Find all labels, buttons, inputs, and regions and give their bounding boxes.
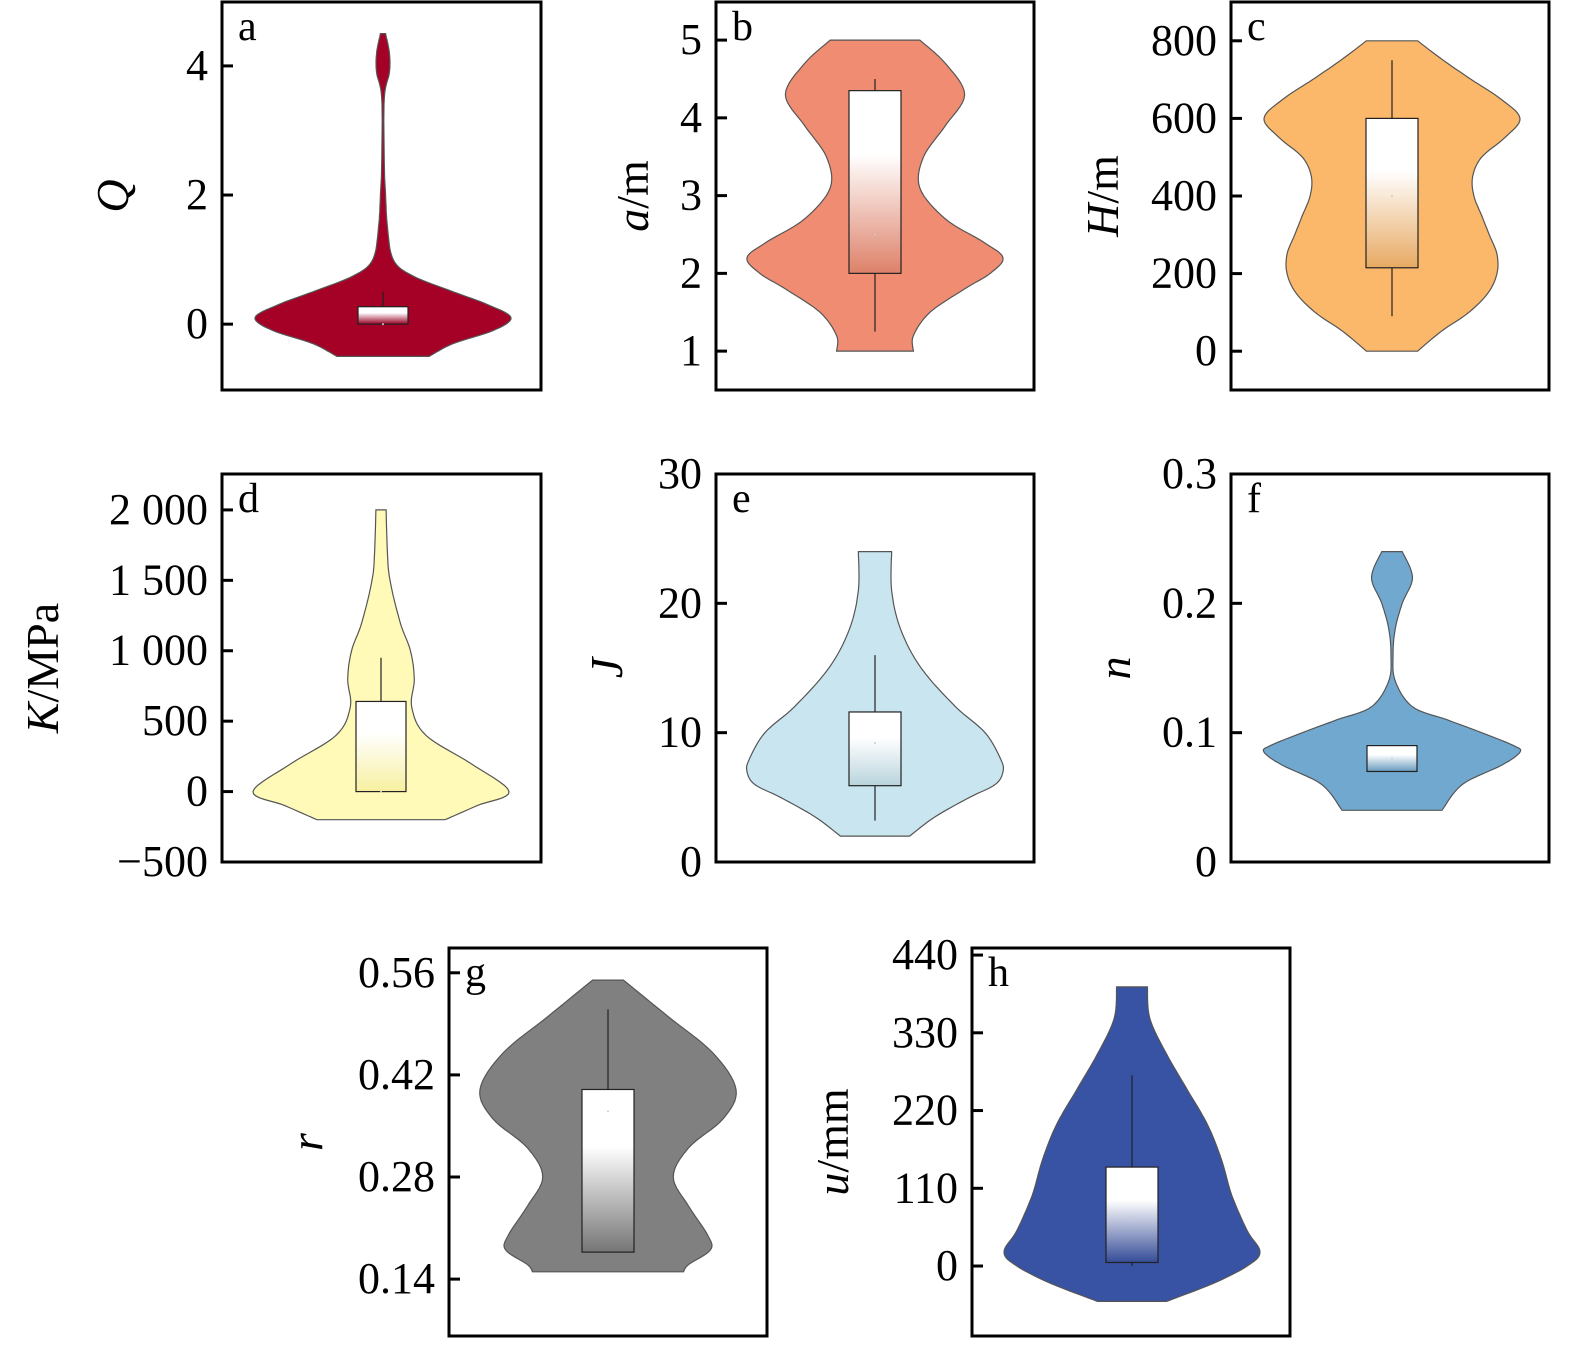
tick-label-c: 400: [1151, 171, 1217, 220]
panel-e: 0 10 20 30 e J: [581, 449, 1036, 886]
median-d: [380, 790, 382, 793]
tick-label-c: 200: [1151, 249, 1217, 298]
panel-a: 0 2 4a Q: [87, 0, 543, 392]
tick-label-d: 1 500: [109, 555, 208, 604]
ylabel-var: n: [1089, 657, 1140, 680]
panel-label-d: d: [238, 476, 259, 522]
ylabel-unit: /m: [1077, 155, 1128, 204]
tick-label-a: 2: [186, 170, 208, 219]
ylabel-a: Q: [87, 179, 138, 212]
tick-label-h: 220: [892, 1086, 958, 1135]
ylabel-e: J: [581, 655, 632, 678]
tick-label-f: 0: [1195, 837, 1217, 886]
tick-label-h: 110: [894, 1163, 958, 1212]
ylabel-var: K: [17, 700, 68, 734]
box-g: [581, 1088, 635, 1253]
median-f: [1391, 757, 1393, 760]
ylabel-var: a: [607, 209, 658, 232]
tick-label-c: 800: [1151, 16, 1217, 65]
tick-label-b: 5: [680, 15, 702, 64]
tick-label-e: 10: [658, 708, 702, 757]
box-e: [848, 711, 902, 787]
panel-label-h: h: [988, 950, 1009, 996]
ylabel-unit: /mm: [807, 1088, 858, 1173]
tick-label-d: −500: [117, 837, 208, 886]
ylabel-var: u: [807, 1173, 858, 1196]
tick-label-a: 0: [186, 299, 208, 348]
ylabel-c: H/m: [1077, 155, 1128, 238]
violin-a: [254, 33, 512, 357]
panel-h: 0 110 220 330 440 h u/mm: [807, 930, 1292, 1338]
ylabel-var: J: [581, 655, 632, 678]
tick-label-d: 1 000: [109, 626, 208, 675]
tick-label-b: 2: [680, 248, 702, 297]
tick-label-b: 3: [680, 171, 702, 220]
tick-label-g: 0.28: [358, 1152, 435, 1201]
tick-label-f: 0.1: [1162, 708, 1217, 757]
ylabel-unit: /m: [607, 160, 658, 209]
tick-label-e: 20: [658, 578, 702, 627]
panel-label-e: e: [732, 476, 751, 522]
panel-label-f: f: [1247, 476, 1261, 522]
axes-frame-f: [1229, 472, 1551, 864]
tick-label-c: 600: [1151, 93, 1217, 142]
panel-b: 1 2 3 4 5 b a/m: [607, 0, 1036, 392]
tick-label-g: 0.56: [358, 948, 435, 997]
panel-label-c: c: [1247, 4, 1266, 50]
tick-label-d: 2 000: [109, 485, 208, 534]
tick-label-g: 0.42: [358, 1050, 435, 1099]
panel-label-a: a: [238, 4, 257, 50]
ylabel-b: a/m: [607, 160, 658, 232]
tick-label-h: 0: [936, 1241, 958, 1290]
tick-label-a: 4: [186, 41, 208, 90]
ylabel-var: Q: [87, 179, 138, 212]
box-c: [1365, 117, 1419, 269]
median-a: [382, 323, 384, 326]
panel-g: 0.14 0.28 0.42 0.56 g r: [281, 946, 769, 1338]
tick-label-f: 0.3: [1162, 449, 1217, 498]
axes-frame-h: [970, 946, 1292, 1338]
panel-d: −500 0 500 1 000 1 500 2 000 d K/MPa: [17, 472, 543, 886]
axes-frame-e: [714, 472, 1036, 864]
ylabel-g: r: [281, 1132, 332, 1151]
tick-label-f: 0.2: [1162, 578, 1217, 627]
tick-label-d: 0: [186, 767, 208, 816]
tick-label-c: 0: [1195, 326, 1217, 375]
median-c: [1391, 195, 1393, 197]
panel-c: 0 200 400 600 800 c H/m: [1077, 0, 1551, 392]
ylabel-d: K/MPa: [17, 603, 68, 734]
tick-label-b: 1: [680, 326, 702, 375]
panel-label-g: g: [465, 950, 486, 996]
violin-f: [1262, 551, 1522, 811]
box-a: [357, 306, 409, 325]
ylabel-var: H: [1077, 201, 1128, 238]
tick-label-g: 0.14: [358, 1254, 435, 1303]
median-e: [874, 742, 876, 745]
tick-label-h: 330: [892, 1008, 958, 1057]
panel-label-b: b: [732, 4, 753, 50]
box-d: [355, 700, 407, 793]
tick-label-e: 0: [680, 837, 702, 886]
tick-label-d: 500: [142, 696, 208, 745]
panel-f: 0 0.1 0.2 0.3 f n: [1089, 449, 1551, 886]
axes-frame-g: [447, 946, 769, 1338]
ylabel-var: r: [281, 1132, 332, 1151]
tick-label-b: 4: [680, 93, 702, 142]
box-b: [848, 90, 902, 274]
tick-label-h: 440: [892, 930, 958, 979]
axes-frame-d: [220, 472, 543, 864]
box-h: [1105, 1166, 1159, 1264]
ylabel-f: n: [1089, 657, 1140, 680]
median-h: [1131, 1215, 1133, 1218]
tick-label-e: 30: [658, 449, 702, 498]
median-b: [874, 233, 876, 236]
median-g: [607, 1110, 609, 1113]
ylabel-h: u/mm: [807, 1088, 858, 1196]
ylabel-unit: /MPa: [17, 603, 68, 703]
